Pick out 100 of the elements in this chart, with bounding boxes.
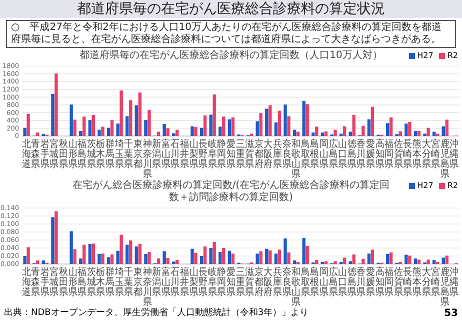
x-tick-label: 岩手県	[40, 138, 50, 170]
bar	[389, 117, 393, 136]
bar	[348, 132, 352, 136]
bar	[367, 254, 371, 264]
source-note: 出典：NDBオープンデータ、厚生労働省「人口動態統計（令和3年）」より	[4, 308, 309, 319]
x-tick-label: 和歌山県	[292, 266, 302, 308]
x-tick-label: 愛知県	[226, 266, 236, 298]
bar	[292, 260, 296, 264]
bar	[101, 126, 104, 136]
x-tick-label: 京都府	[254, 138, 264, 170]
x-tick-label: 北海道	[22, 138, 32, 170]
bar	[92, 244, 96, 264]
bar	[101, 254, 104, 264]
x-tick-label: 大分県	[422, 266, 432, 298]
bar	[445, 120, 448, 136]
x-tick-label: 福井県	[180, 266, 190, 298]
x-tick-label: 徳島県	[347, 138, 357, 170]
bar	[426, 128, 430, 136]
x-tick-label: 愛知県	[226, 138, 236, 170]
x-tick-label: 福島県	[78, 138, 88, 170]
bar	[209, 114, 212, 136]
bar	[129, 240, 132, 264]
bar	[212, 94, 216, 136]
x-tick-label: 群馬県	[104, 266, 116, 298]
x-tick-label: 沖縄県	[448, 138, 460, 170]
bar	[352, 115, 356, 136]
bar	[26, 247, 30, 264]
bar	[134, 246, 138, 264]
bar	[218, 126, 222, 136]
bar	[259, 113, 262, 136]
x-tick-label: 山形県	[68, 138, 78, 170]
bar	[51, 94, 54, 136]
bar	[144, 120, 148, 136]
bar	[324, 131, 328, 136]
bar	[129, 100, 132, 136]
x-tick-label: 鳥取県	[300, 138, 310, 170]
bar	[162, 124, 166, 136]
bar	[231, 254, 235, 264]
bar	[278, 250, 282, 264]
bar	[417, 130, 421, 136]
text: ○ 平成27年と令和2年における人口10万人あたりの在宅がん医療総合診療料の算定回数を都道府県毎に見ると、在宅がん医療総合診療料については都道府県によって大きなばらつきがある。	[6, 20, 456, 48]
x-tick-label: 福井県	[180, 138, 190, 170]
x-tick-label: 島根県	[310, 138, 320, 170]
x-tick-label: 熊本県	[412, 266, 422, 298]
bar	[404, 124, 408, 136]
bar	[51, 217, 54, 264]
bar	[320, 132, 324, 136]
bar	[218, 252, 222, 264]
bar	[70, 231, 73, 264]
bar	[209, 248, 212, 264]
bar	[126, 244, 129, 264]
x-tick-label: 新潟県	[152, 266, 162, 298]
bar	[212, 242, 216, 264]
x-tick-label: 山口県	[338, 138, 348, 170]
bar	[370, 250, 374, 264]
bar	[302, 101, 306, 136]
x-tick-label: 栃木県	[96, 266, 106, 298]
bar	[82, 244, 86, 264]
legend-label: H27	[417, 51, 434, 60]
bar	[203, 246, 207, 264]
bar	[408, 122, 412, 136]
bar	[348, 261, 352, 264]
x-tick-label: 島根県	[310, 266, 320, 298]
bar	[259, 251, 262, 264]
bar	[82, 116, 86, 136]
bar	[162, 251, 166, 264]
bar	[386, 254, 390, 264]
x-tick-label: 岩手県	[40, 266, 50, 298]
bar	[54, 73, 58, 136]
bar	[274, 254, 278, 264]
bar	[278, 110, 282, 136]
bar	[203, 115, 207, 136]
bar	[42, 260, 46, 264]
bar	[312, 132, 315, 136]
legend-label: H27	[417, 181, 434, 190]
bar	[36, 260, 40, 264]
bar	[315, 260, 318, 264]
x-tick-label: 鹿児島県	[440, 266, 450, 308]
bar	[190, 248, 194, 264]
x-tick-label: 長野県	[198, 138, 208, 170]
bar	[342, 258, 346, 264]
x-tick-label: 熊本県	[412, 138, 422, 170]
x-tick-label: 岡山県	[319, 138, 329, 170]
bar	[442, 258, 445, 264]
bar	[302, 238, 306, 264]
bar	[200, 256, 204, 264]
x-tick-label: 福島県	[78, 266, 88, 298]
x-tick-label: 愛媛県	[366, 266, 376, 298]
bar	[23, 128, 26, 136]
bar	[106, 257, 110, 264]
x-tick-label: 滋賀県	[245, 138, 255, 170]
x-tick-label: 滋賀県	[245, 266, 255, 298]
bar	[23, 256, 26, 264]
x-tick-label: 宮崎県	[431, 266, 441, 298]
bar	[324, 261, 328, 264]
bar	[70, 104, 73, 136]
bar	[138, 92, 142, 136]
bar	[110, 120, 114, 136]
bar	[284, 238, 287, 264]
bar	[268, 105, 272, 136]
